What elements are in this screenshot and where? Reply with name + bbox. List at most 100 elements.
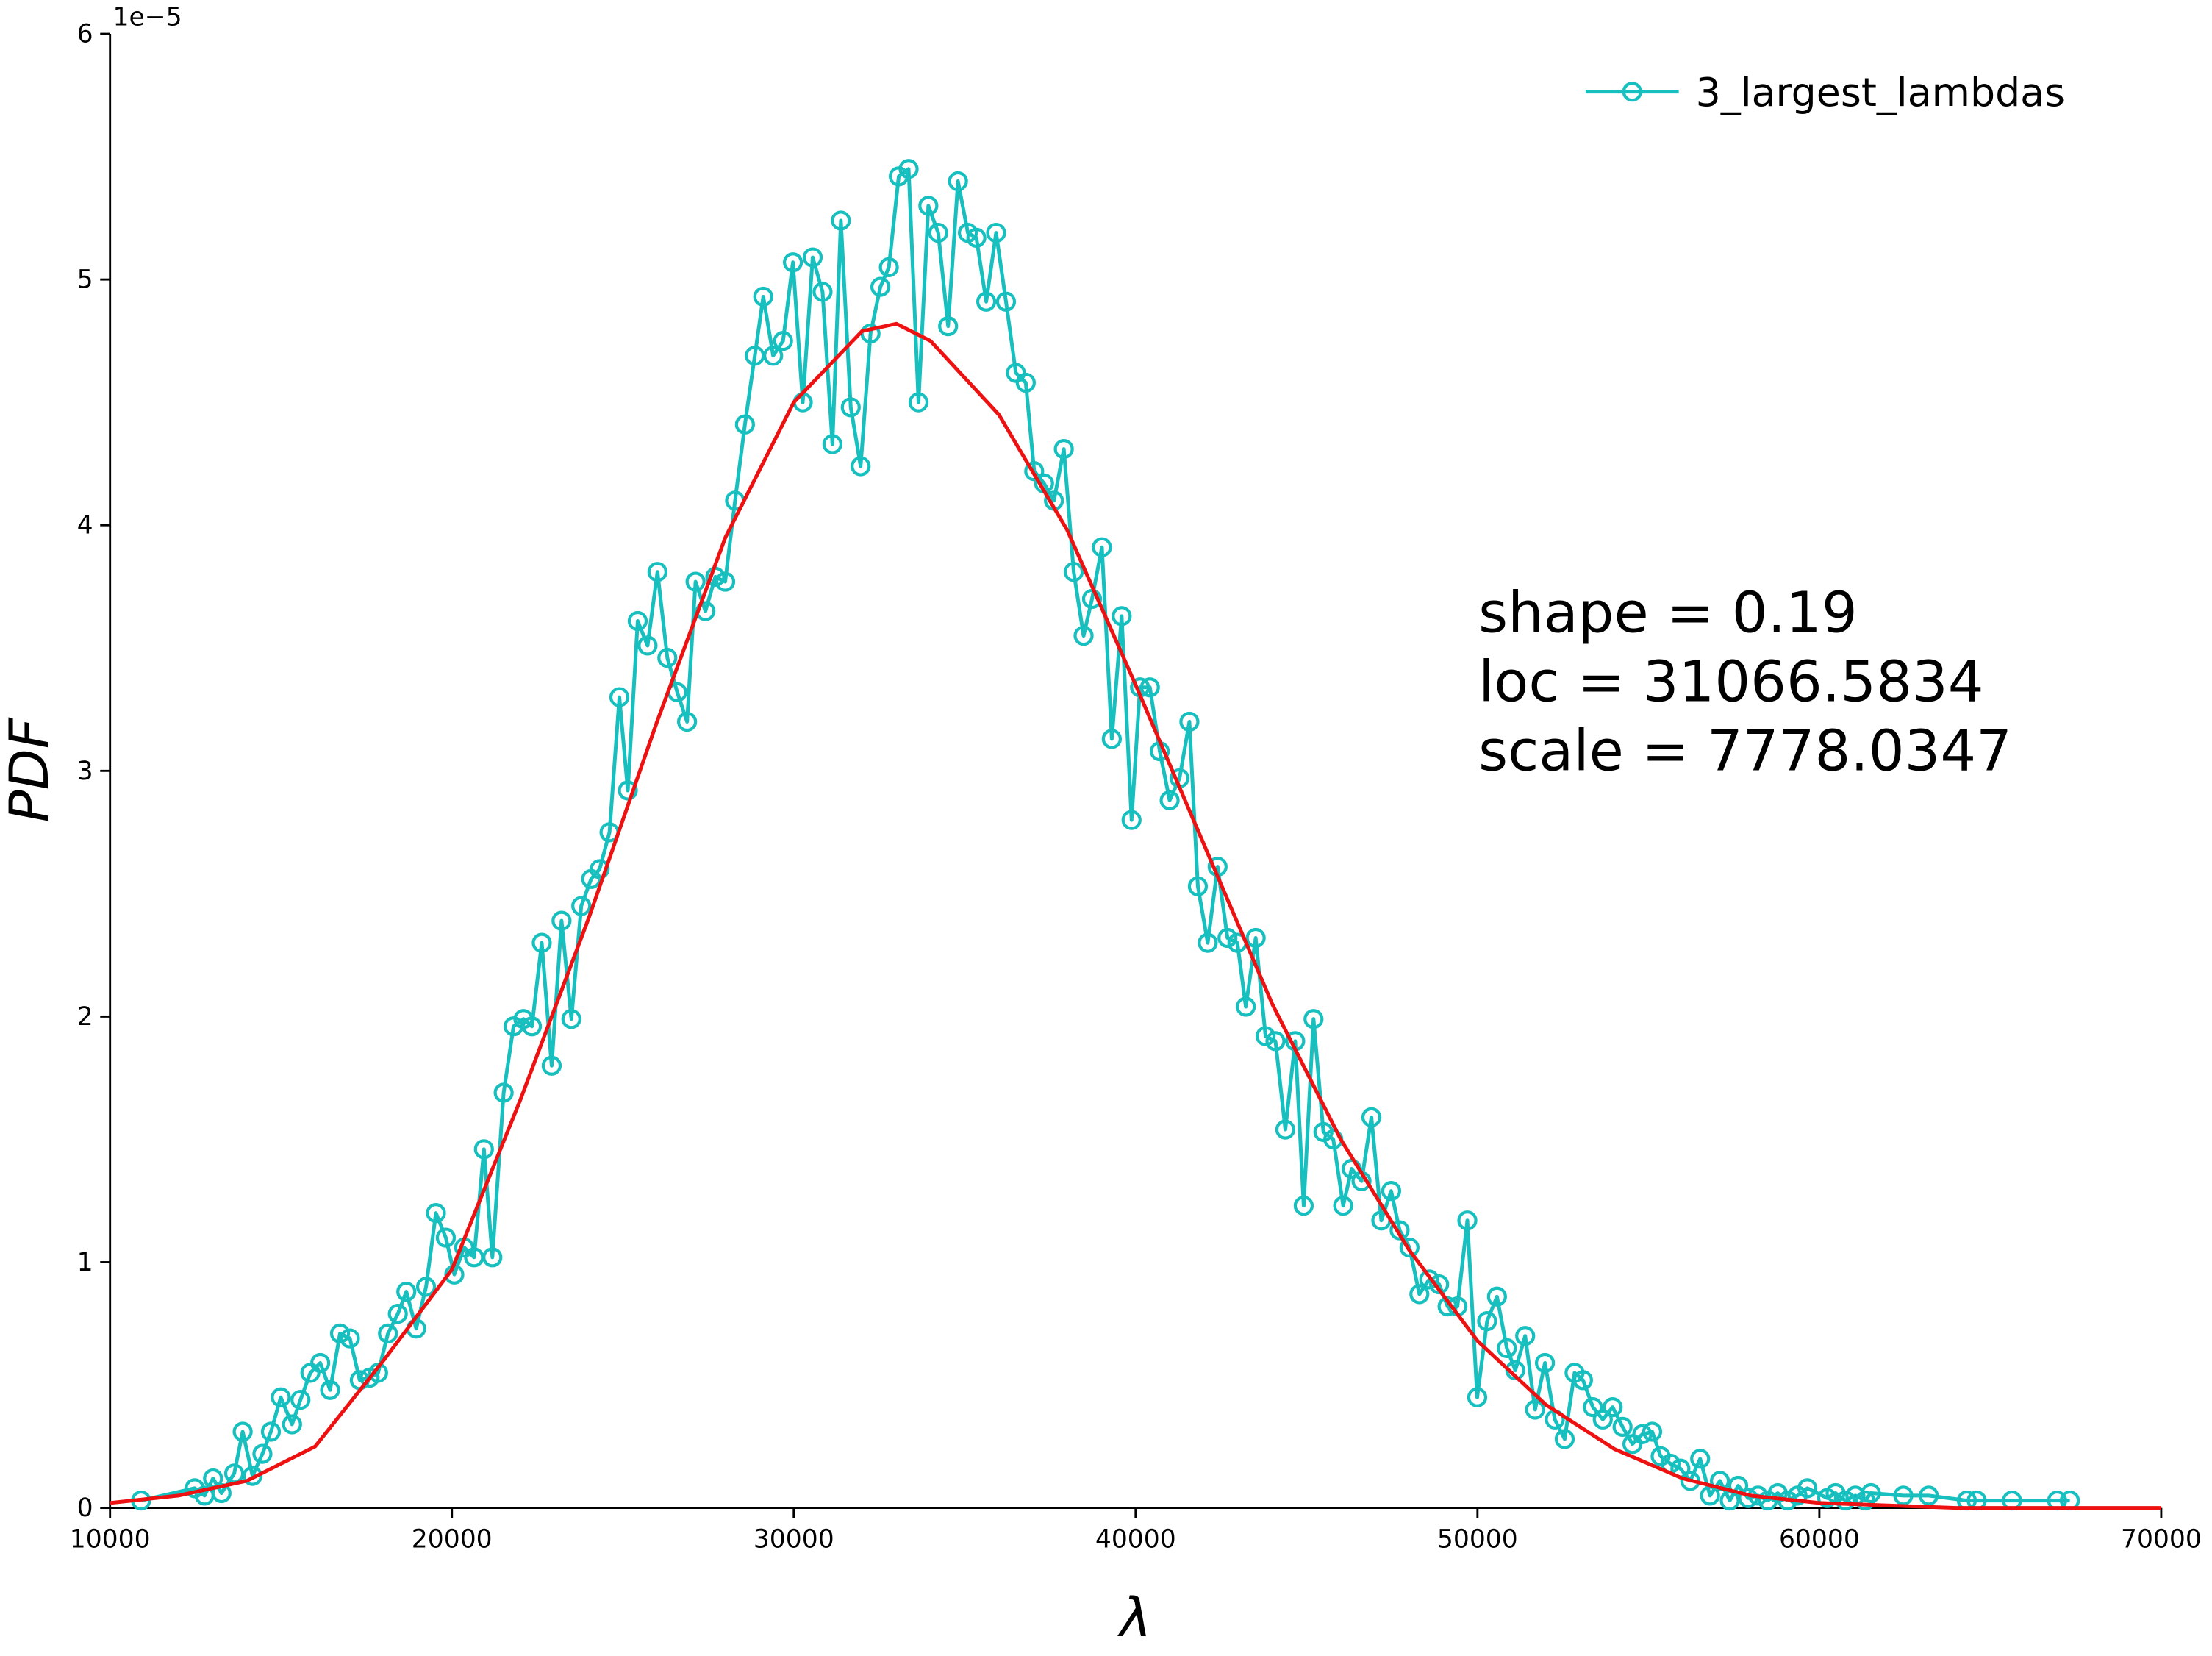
data-point [290,1389,311,1410]
data-point [260,1421,282,1442]
data-point [252,1443,273,1464]
data-point [1861,1482,1881,1504]
data-point [1381,1180,1402,1202]
data-point [928,223,948,243]
data-point [329,1323,351,1344]
data-point [482,1247,503,1268]
y-offset-label: 1e−5 [113,3,182,32]
data-point [1457,1210,1478,1231]
data-line [140,167,2070,1503]
data-point [1486,1286,1507,1307]
data-point [1642,1421,1663,1442]
data-point [1361,1107,1382,1128]
data-point [1409,1284,1430,1305]
annotation: shape = 0.19 [1478,580,1858,646]
y-tick-label: 2 [77,1002,93,1032]
data-point [1583,1396,1603,1418]
data-point [802,247,823,268]
y-tick-label: 5 [77,265,93,295]
data-point [976,291,997,312]
data-point [1572,1370,1594,1391]
x-tick-label: 30000 [754,1524,834,1554]
y-tick-label: 6 [77,20,93,49]
data-point [378,1323,398,1344]
data-point [870,276,891,297]
data-point [918,196,939,216]
data-point [1236,996,1256,1017]
x-tick-label: 10000 [70,1524,151,1554]
data-point [812,282,833,302]
data-point [948,171,968,192]
data-point [590,859,610,879]
data-point [627,610,648,632]
data-point [320,1380,340,1400]
data-point [282,1414,302,1435]
data-point [1612,1416,1633,1437]
data-point [551,910,572,931]
y-axis-label: PDF [0,717,61,822]
data-point [1534,1352,1556,1374]
data-point [1121,810,1142,830]
data-point [1919,1485,1939,1506]
data-point [1053,439,1074,460]
data-point [995,291,1017,312]
data-point [387,1304,408,1324]
x-tick-label: 20000 [412,1524,493,1554]
data-point [232,1421,253,1442]
data-point [966,227,987,248]
data-point [493,1082,514,1103]
data-point [1835,1490,1856,1511]
data-point [571,896,592,916]
data-point [782,252,803,273]
data-point [1073,625,1094,646]
data-point [831,210,851,231]
data-point [1303,1009,1324,1029]
data-point [1592,1409,1613,1430]
data-point [396,1281,417,1302]
data-point [647,562,667,582]
data-point [1603,1396,1623,1418]
data-point [676,711,698,732]
data-point [1497,1338,1517,1359]
data-point [898,159,919,179]
data-point [1275,1119,1296,1140]
data-point [986,223,1006,243]
data-point [1797,1478,1818,1499]
data-point [1738,1488,1758,1508]
data-point [310,1352,331,1374]
legend-label: 3_largest_lambdas [1696,69,2065,115]
data-point [541,1055,562,1076]
data-point [531,932,552,953]
data-point [1198,932,1218,953]
data-point [1255,1026,1276,1046]
data-line [110,321,2161,1510]
data-point [878,257,899,278]
data-point [618,780,638,801]
data-point [1139,677,1160,698]
x-tick-label: 70000 [2121,1524,2202,1554]
data-point [415,1277,437,1297]
data-point [1159,790,1180,811]
data-point [1217,927,1238,949]
data-point [521,1016,543,1037]
data-point [851,456,871,477]
data-point [1467,1387,1488,1407]
data-point [1419,1269,1439,1290]
data-point [1187,876,1209,896]
data-point [840,397,861,418]
data-point [715,571,736,592]
y-tick-label: 4 [77,511,93,540]
data-point [1554,1429,1575,1449]
data-point [1437,1296,1458,1317]
data-point [1893,1485,1914,1506]
data-point [1389,1220,1410,1241]
y-tick-label: 1 [77,1248,93,1277]
x-tick-label: 40000 [1095,1524,1176,1554]
data-point [368,1363,388,1383]
data-point [734,414,755,435]
data-point [773,331,793,351]
data-point [1024,461,1045,482]
data-point [637,635,658,656]
data-point [1333,1196,1353,1216]
